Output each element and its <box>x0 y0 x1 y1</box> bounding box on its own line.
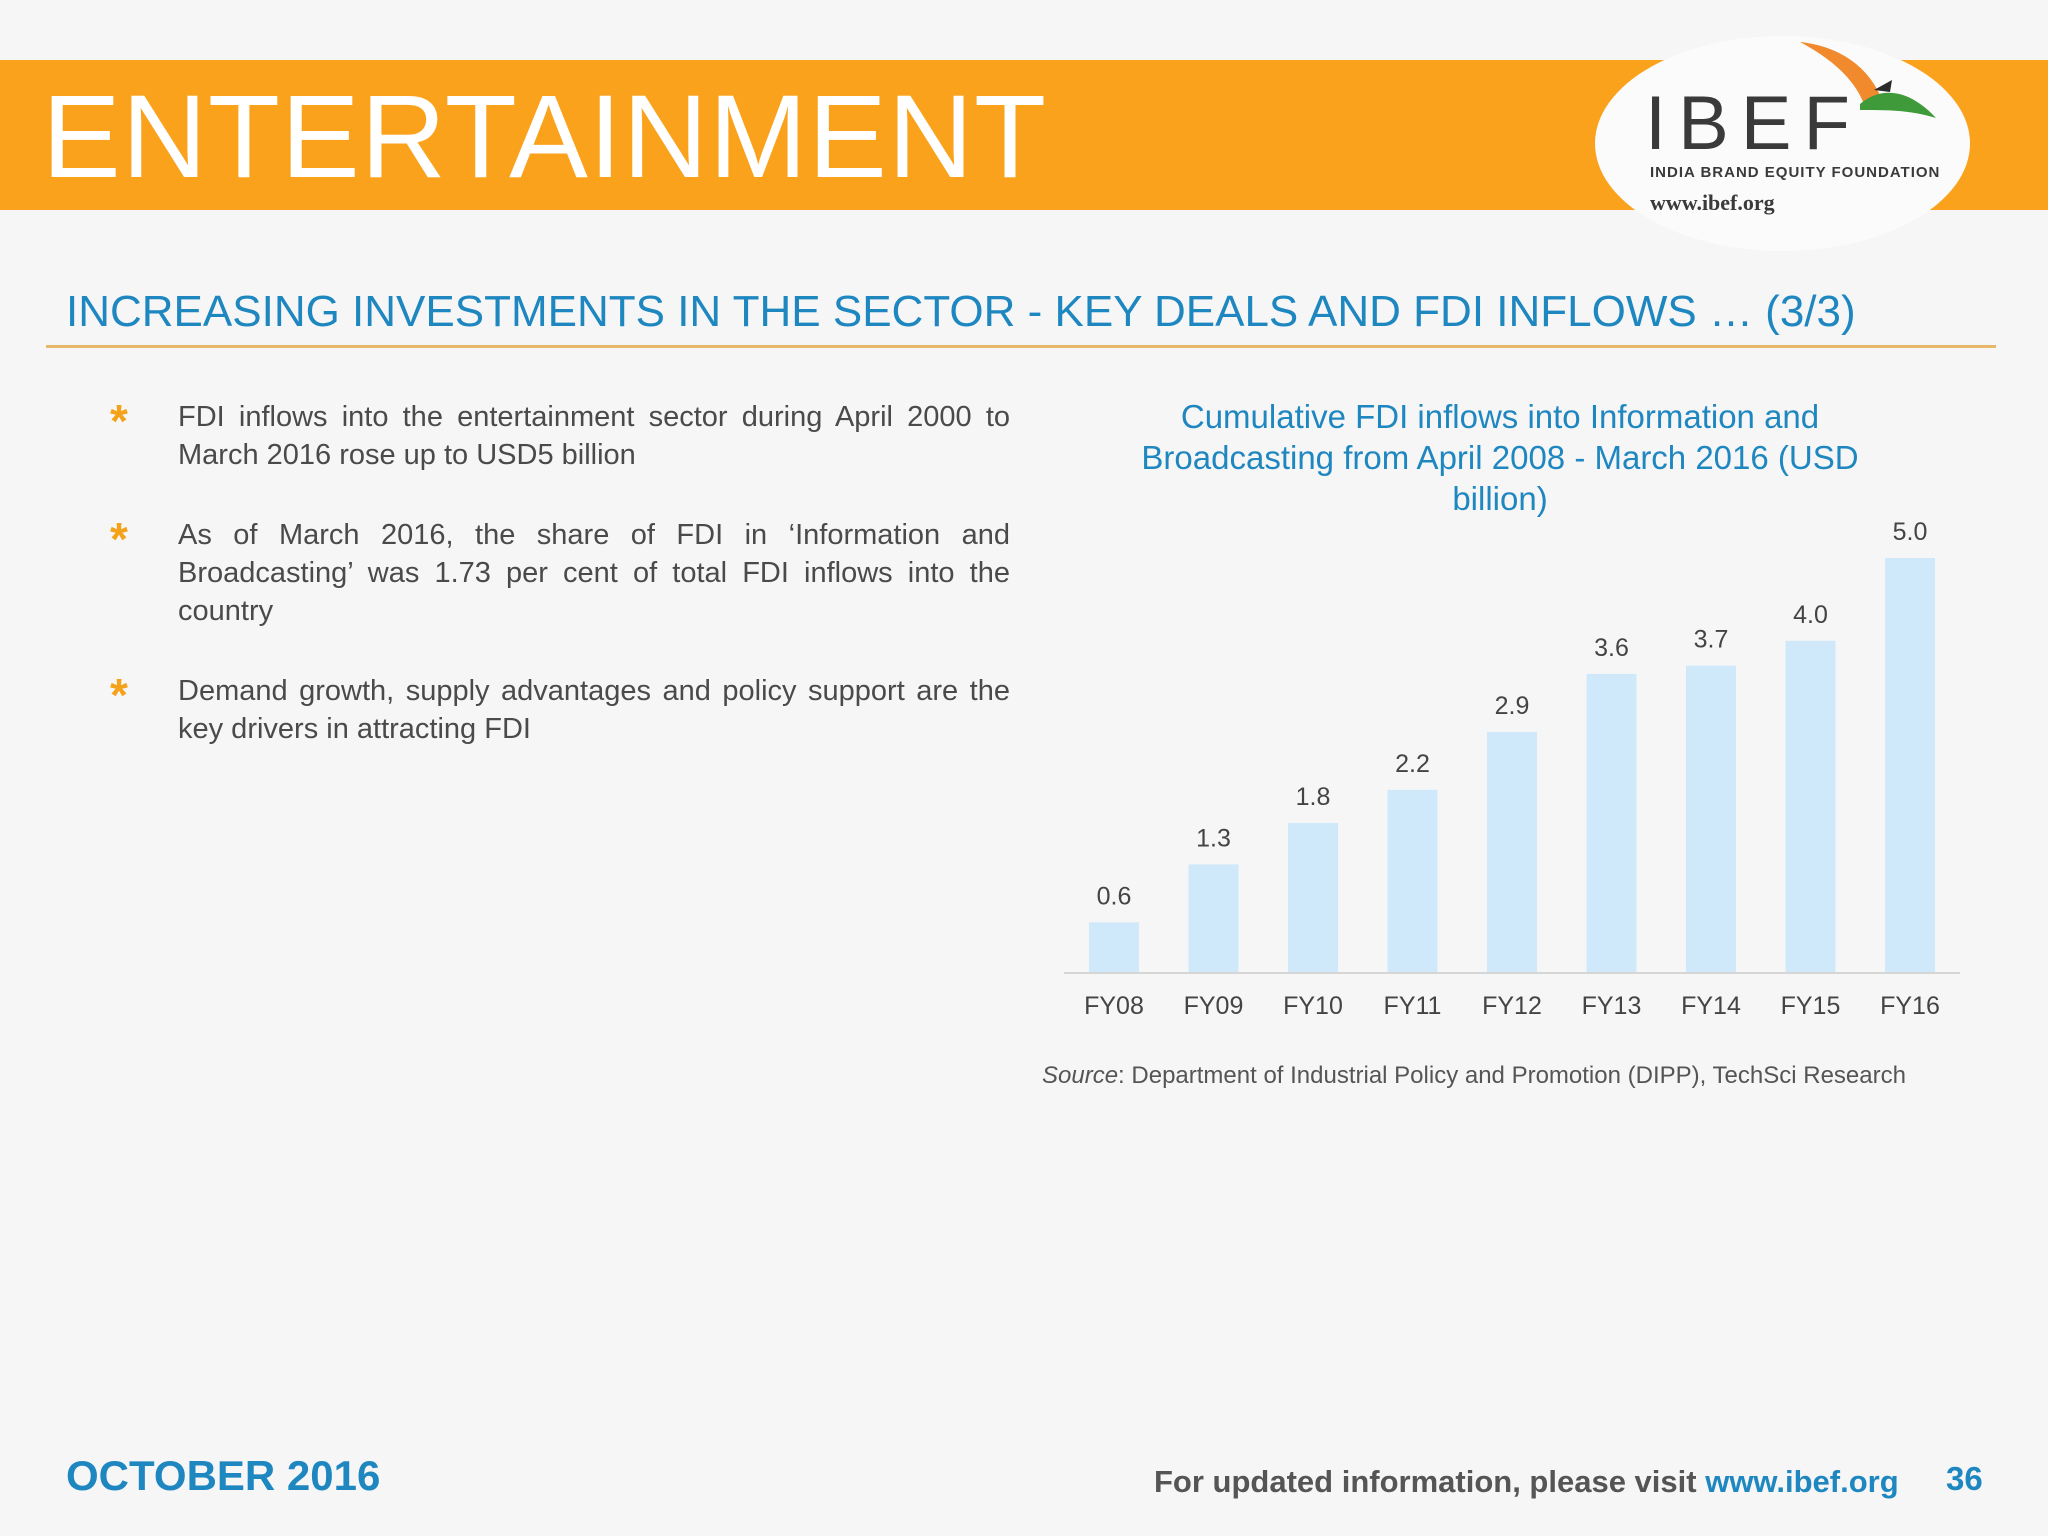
bullet-item: * As of March 2016, the share of FDI in … <box>110 513 1010 630</box>
x-tick-label: FY09 <box>1184 992 1244 1020</box>
x-tick-label: FY11 <box>1384 992 1442 1020</box>
x-tick-label: FY08 <box>1084 992 1144 1020</box>
heading-divider <box>46 345 1996 348</box>
x-tick-label: FY15 <box>1781 992 1841 1020</box>
fdi-bar-chart: 0.6 FY08 1.3 FY09 1.8 FY10 2.2 FY11 2.9 FY12 3.6 FY… <box>1064 518 1960 1020</box>
bullet-text: FDI inflows into the entertainment secto… <box>178 401 1010 471</box>
logo-url: www.ibef.org <box>1650 190 1775 215</box>
bullet-item: * Demand growth, supply advantages and p… <box>110 669 1010 748</box>
data-label: 5.0 <box>1893 518 1928 546</box>
source-note: Source: Department of Industrial Policy … <box>1042 1062 1906 1090</box>
bullet-text: Demand growth, supply advantages and pol… <box>178 675 1010 745</box>
chart-title: Cumulative FDI inflows into Information … <box>1141 398 1859 517</box>
footer-date: OCTOBER 2016 <box>66 1452 381 1499</box>
page-number: 36 <box>1946 1460 1983 1497</box>
data-label: 2.2 <box>1395 750 1430 778</box>
data-label: 4.0 <box>1793 601 1828 629</box>
x-tick-label: FY16 <box>1880 992 1940 1020</box>
footer-link[interactable]: www.ibef.org <box>1705 1464 1899 1499</box>
asterisk-icon: * <box>110 669 128 721</box>
section-heading: INCREASING INVESTMENTS IN THE SECTOR - K… <box>66 287 1856 336</box>
data-label: 0.6 <box>1097 882 1132 910</box>
logo-tagline: INDIA BRAND EQUITY FOUNDATION <box>1650 164 1941 181</box>
data-label: 1.3 <box>1196 824 1231 852</box>
bar-fy15 <box>1785 640 1836 972</box>
bar-fy14 <box>1686 665 1736 972</box>
bullet-item: * FDI inflows into the entertainment sec… <box>110 395 1010 474</box>
logo-wordmark: IBEF <box>1645 81 1862 166</box>
data-label: 3.6 <box>1594 634 1629 662</box>
bar-fy08 <box>1089 922 1139 972</box>
x-tick-label: FY10 <box>1283 992 1343 1020</box>
bullet-text: As of March 2016, the share of FDI in ‘I… <box>178 519 1010 627</box>
bird-logo-icon <box>1800 42 1936 118</box>
data-label: 3.7 <box>1694 626 1729 654</box>
bar-fy10 <box>1288 822 1338 972</box>
x-tick-label: FY13 <box>1582 992 1642 1020</box>
asterisk-icon: * <box>110 513 128 565</box>
source-label: Source <box>1042 1062 1119 1089</box>
data-label: 2.9 <box>1495 692 1530 720</box>
page-title: ENTERTAINMENT <box>42 71 1048 203</box>
x-tick-label: FY12 <box>1482 992 1542 1020</box>
footer-visit: For updated information, please visit ww… <box>1154 1464 1899 1500</box>
bar-fy13 <box>1586 673 1637 972</box>
asterisk-icon: * <box>110 395 128 447</box>
x-tick-label: FY14 <box>1681 992 1741 1020</box>
bar-fy11 <box>1387 789 1438 972</box>
data-label: 1.8 <box>1296 783 1331 811</box>
bar-fy09 <box>1188 864 1239 972</box>
logo-badge <box>1595 36 1970 251</box>
bar-fy12 <box>1487 731 1537 972</box>
source-text: : Department of Industrial Policy and Pr… <box>1118 1062 1906 1089</box>
footer-visit-text: For updated information, please visit <box>1154 1464 1706 1499</box>
bullet-list: * FDI inflows into the entertainment sec… <box>110 395 1010 790</box>
bar-fy16 <box>1885 558 1935 972</box>
